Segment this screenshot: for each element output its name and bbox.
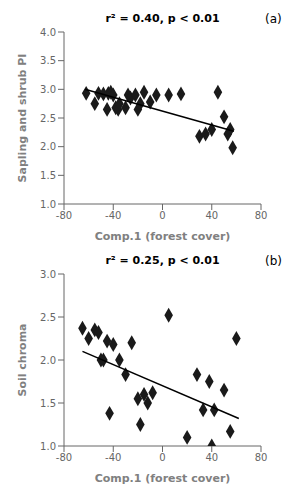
svg-text:80: 80 [255, 452, 268, 463]
svg-text:3.0: 3.0 [40, 269, 56, 280]
svg-text:1.0: 1.0 [40, 199, 56, 210]
svg-text:3.0: 3.0 [40, 84, 56, 95]
svg-text:80: 80 [255, 210, 268, 221]
svg-text:3.5: 3.5 [40, 55, 56, 66]
svg-text:Sapling and shrub PI: Sapling and shrub PI [16, 54, 29, 183]
html-text:(a): (a) [265, 12, 282, 26]
svg-text:1.5: 1.5 [40, 398, 56, 409]
svg-text:Soil chroma: Soil chroma [16, 323, 29, 396]
svg-text:0: 0 [159, 210, 165, 221]
svg-text:-80: -80 [56, 452, 72, 463]
svg-text:Comp.1 (forest cover): Comp.1 (forest cover) [95, 230, 231, 243]
svg-text:40: 40 [205, 452, 218, 463]
svg-text:-80: -80 [56, 210, 72, 221]
html-text:(b): (b) [265, 254, 282, 268]
svg-text:Comp.1 (forest cover): Comp.1 (forest cover) [95, 472, 231, 485]
svg-text:-40: -40 [105, 452, 121, 463]
svg-text:1.0: 1.0 [40, 441, 56, 452]
svg-text:2.5: 2.5 [40, 312, 56, 323]
svg-text:40: 40 [205, 210, 218, 221]
html-text:r² = 0.40, p < 0.01: r² = 0.40, p < 0.01 [105, 12, 220, 25]
svg-text:2.0: 2.0 [40, 355, 56, 366]
svg-text:-40: -40 [105, 210, 121, 221]
svg-text:2.0: 2.0 [40, 141, 56, 152]
html-text:r² = 0.25, p < 0.01: r² = 0.25, p < 0.01 [105, 254, 220, 267]
svg-text:2.5: 2.5 [40, 113, 56, 124]
svg-text:0: 0 [159, 452, 165, 463]
svg-text:1.5: 1.5 [40, 170, 56, 181]
svg-text:4.0: 4.0 [40, 27, 56, 38]
